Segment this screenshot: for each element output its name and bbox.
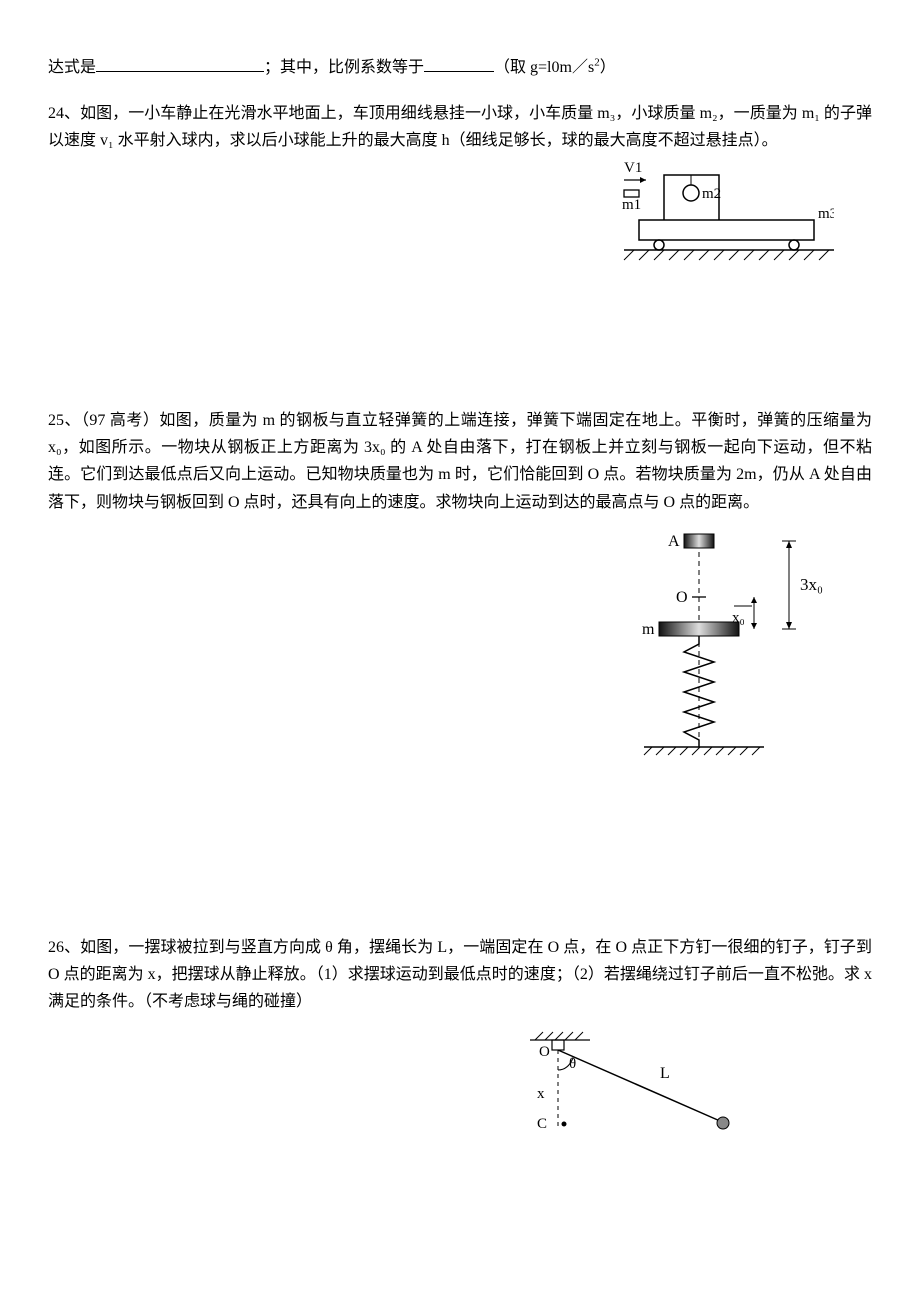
svg-text:3x₀: 3x₀ (800, 575, 823, 594)
p26-number: 26、 (48, 939, 80, 956)
svg-text:m3: m3 (818, 206, 834, 222)
problem-23-tail: 达式是；其中，比例系数等于（取 g=l0m／s2） (48, 54, 872, 82)
p24-number: 24、 (48, 105, 80, 122)
svg-text:x: x (537, 1086, 545, 1102)
p26-figure-wrap: O θ L x C (48, 1026, 872, 1155)
p24-text: 24、如图，一小车静止在光滑水平地面上，车顶用细线悬挂一小球，小车质量 m₃，小… (48, 100, 872, 154)
p26-body: 如图，一摆球被拉到与竖直方向成 θ 角，摆绳长为 L，一端固定在 O 点，在 O… (48, 939, 872, 1010)
p23-blank2 (424, 55, 494, 72)
p23-text: 达式是；其中，比例系数等于（取 g=l0m／s2） (48, 59, 616, 76)
svg-text:m1: m1 (622, 197, 641, 213)
svg-text:m2: m2 (702, 186, 721, 202)
svg-text:L: L (660, 1065, 670, 1082)
p25-number: 25、 (48, 412, 81, 429)
p24-figure-wrap: m2 m1 V1 m3 (48, 160, 872, 279)
p23-t2: ；其中，比例系数等于 (264, 59, 424, 76)
svg-text:A: A (668, 533, 680, 550)
p25-figure: A O m 3x₀ (624, 522, 834, 762)
problem-24: 24、如图，一小车静止在光滑水平地面上，车顶用细线悬挂一小球，小车质量 m₃，小… (48, 100, 872, 280)
svg-text:V1: V1 (624, 160, 642, 176)
svg-text:m: m (642, 621, 655, 638)
spacer-1 (48, 297, 872, 407)
svg-text:θ: θ (569, 1056, 576, 1072)
p26-text: 26、如图，一摆球被拉到与竖直方向成 θ 角，摆绳长为 L，一端固定在 O 点，… (48, 934, 872, 1016)
p24-body: 如图，一小车静止在光滑水平地面上，车顶用细线悬挂一小球，小车质量 m₃，小球质量… (48, 105, 872, 149)
svg-text:C: C (537, 1116, 547, 1132)
p23-t1: 达式是 (48, 59, 96, 76)
svg-text:O: O (539, 1044, 550, 1060)
p23-blank1 (96, 55, 264, 72)
problem-26: 26、如图，一摆球被拉到与竖直方向成 θ 角，摆绳长为 L，一端固定在 O 点，… (48, 934, 872, 1155)
svg-text:x₀: x₀ (732, 610, 745, 626)
p25-prefix: （97 高考） (81, 412, 159, 429)
svg-text:O: O (676, 589, 688, 606)
problem-25: 25、（97 高考）如图，质量为 m 的钢板与直立轻弹簧的上端连接，弹簧下端固定… (48, 407, 872, 771)
p23-t4: ） (600, 59, 616, 76)
p25-text: 25、（97 高考）如图，质量为 m 的钢板与直立轻弹簧的上端连接，弹簧下端固定… (48, 407, 872, 516)
p23-t3: （取 g=l0m／s (494, 59, 594, 76)
p26-figure: O θ L x C (495, 1026, 755, 1146)
p24-figure: m2 m1 V1 m3 (604, 160, 834, 270)
p25-body: 如图，质量为 m 的钢板与直立轻弹簧的上端连接，弹簧下端固定在地上。平衡时，弹簧… (48, 412, 872, 511)
spacer-2 (48, 789, 872, 934)
p25-figure-wrap: A O m 3x₀ (48, 522, 872, 771)
